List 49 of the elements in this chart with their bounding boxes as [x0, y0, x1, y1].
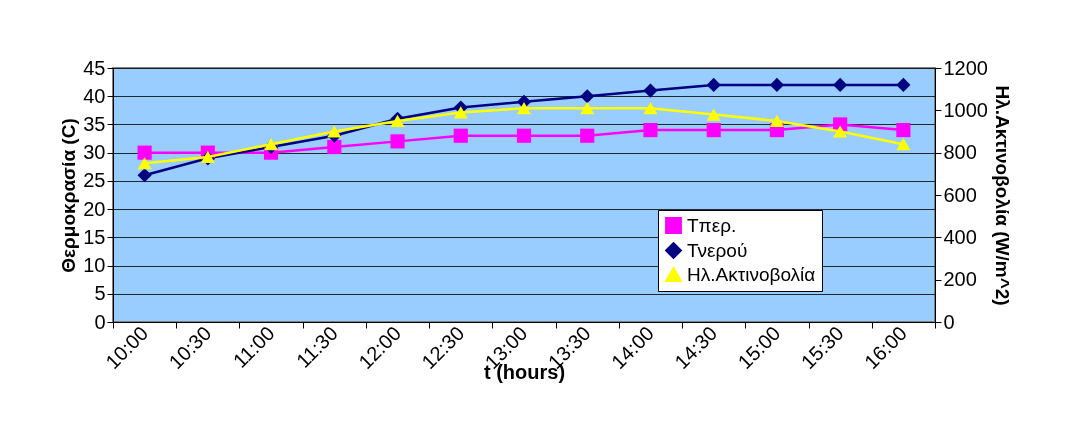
- legend-label: Ηλ.Ακτινοβολία: [687, 263, 816, 285]
- point: [516, 128, 532, 143]
- y2-tick-label: 0: [943, 310, 955, 333]
- point: [706, 77, 721, 92]
- y2-tick-label: 400: [943, 225, 977, 248]
- point: [833, 125, 848, 138]
- y-tick-label: 15: [83, 225, 106, 248]
- y-tick-label: 25: [83, 169, 106, 192]
- point: [896, 138, 911, 151]
- point: [643, 102, 658, 115]
- y-tick-label: 0: [94, 310, 106, 333]
- legend-label: Τνερού: [687, 239, 748, 261]
- legend-label: Τπερ.: [687, 214, 737, 236]
- point: [390, 134, 405, 149]
- y-tick-label: 45: [83, 56, 106, 79]
- point: [643, 123, 658, 138]
- y-tick-label: 30: [83, 141, 106, 164]
- y-axis-title: Θερμοκρασία (C): [58, 118, 80, 273]
- point: [896, 123, 911, 138]
- y2-tick-label: 1000: [943, 98, 988, 121]
- point: [706, 108, 721, 121]
- y-tick-label: 35: [83, 112, 106, 135]
- point: [264, 138, 279, 151]
- point: [833, 77, 848, 92]
- point: [327, 139, 342, 155]
- point: [580, 128, 595, 143]
- point: [453, 128, 468, 143]
- point: [453, 106, 468, 119]
- point: [769, 77, 784, 92]
- point: [580, 102, 595, 115]
- y2-tick-label: 1200: [943, 56, 988, 79]
- y-tick-label: 40: [83, 84, 106, 107]
- point: [516, 102, 532, 115]
- point: [327, 125, 342, 138]
- y-tick-label: 20: [83, 197, 106, 220]
- point: [896, 77, 911, 92]
- point: [137, 145, 152, 160]
- y2-axis-title: Ηλ.Ακτινοβολία (W/m^2): [991, 85, 1013, 306]
- point: [706, 123, 721, 138]
- y2-tick-label: 800: [943, 141, 977, 164]
- y-tick-label: 10: [83, 254, 106, 277]
- point: [137, 168, 152, 183]
- point: [769, 114, 784, 128]
- y-tick-label: 5: [94, 282, 106, 305]
- y2-tick-label: 200: [943, 268, 977, 291]
- point: [580, 89, 595, 104]
- y2-tick-label: 600: [943, 183, 977, 206]
- point: [643, 83, 658, 98]
- point: [137, 157, 152, 170]
